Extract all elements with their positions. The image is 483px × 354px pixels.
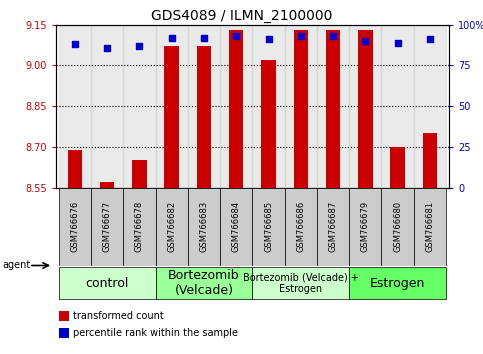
Text: GSM766676: GSM766676 [71,201,79,252]
Bar [253,25,284,188]
Text: GSM766681: GSM766681 [426,201,434,252]
Text: GSM766684: GSM766684 [232,201,241,252]
Bar [229,30,243,188]
Bar [59,25,91,188]
Bar [59,267,156,299]
Bar [100,182,114,188]
Bar [188,25,220,188]
Bar [220,25,253,188]
Point [394,40,401,46]
Bar [349,25,382,188]
Point [265,36,272,42]
Point [103,45,111,50]
Text: Bortezomib
(Velcade): Bortezomib (Velcade) [168,269,240,297]
Point [297,33,305,39]
Bar [91,25,123,188]
Point [232,33,240,39]
Bar [59,188,91,266]
Text: agent: agent [2,261,30,270]
Bar [284,25,317,188]
Bar [156,188,188,266]
Text: control: control [85,277,129,290]
Bar [390,147,405,188]
Bar [220,188,253,266]
Text: GSM766677: GSM766677 [103,201,112,252]
Text: GSM766686: GSM766686 [296,201,305,252]
Bar [68,150,82,188]
Bar [326,30,341,188]
Bar [59,311,70,321]
Bar [261,60,276,188]
Point [426,36,434,42]
Bar [414,188,446,266]
Bar [358,30,372,188]
Bar [294,30,308,188]
Bar [188,188,220,266]
Bar [284,188,317,266]
Bar [253,188,284,266]
Bar [123,188,156,266]
Bar [317,188,349,266]
Bar [423,133,437,188]
Text: GSM766678: GSM766678 [135,201,144,252]
Text: GSM766683: GSM766683 [199,201,209,252]
Text: percentile rank within the sample: percentile rank within the sample [73,328,238,338]
Bar [317,25,349,188]
Text: GSM766687: GSM766687 [328,201,338,252]
Bar [132,160,147,188]
Point [136,43,143,49]
Point [71,41,79,47]
Bar [156,267,253,299]
Bar [156,25,188,188]
Text: Estrogen: Estrogen [370,277,425,290]
Point [361,38,369,44]
Text: transformed count: transformed count [73,311,164,321]
Point [200,35,208,41]
Bar [59,328,70,338]
Point [329,33,337,39]
Text: GSM766679: GSM766679 [361,201,370,252]
Bar [123,25,156,188]
Bar [382,25,414,188]
Point [168,35,175,41]
Text: GSM766680: GSM766680 [393,201,402,252]
Bar [91,188,123,266]
Bar [197,46,211,188]
Text: GSM766685: GSM766685 [264,201,273,252]
Bar [349,188,382,266]
Bar [414,25,446,188]
Bar [382,188,414,266]
Text: Bortezomib (Velcade) +
Estrogen: Bortezomib (Velcade) + Estrogen [243,272,359,294]
Text: GDS4089 / ILMN_2100000: GDS4089 / ILMN_2100000 [151,9,332,23]
Bar [349,267,446,299]
Text: GSM766682: GSM766682 [167,201,176,252]
Bar [253,267,349,299]
Bar [164,46,179,188]
